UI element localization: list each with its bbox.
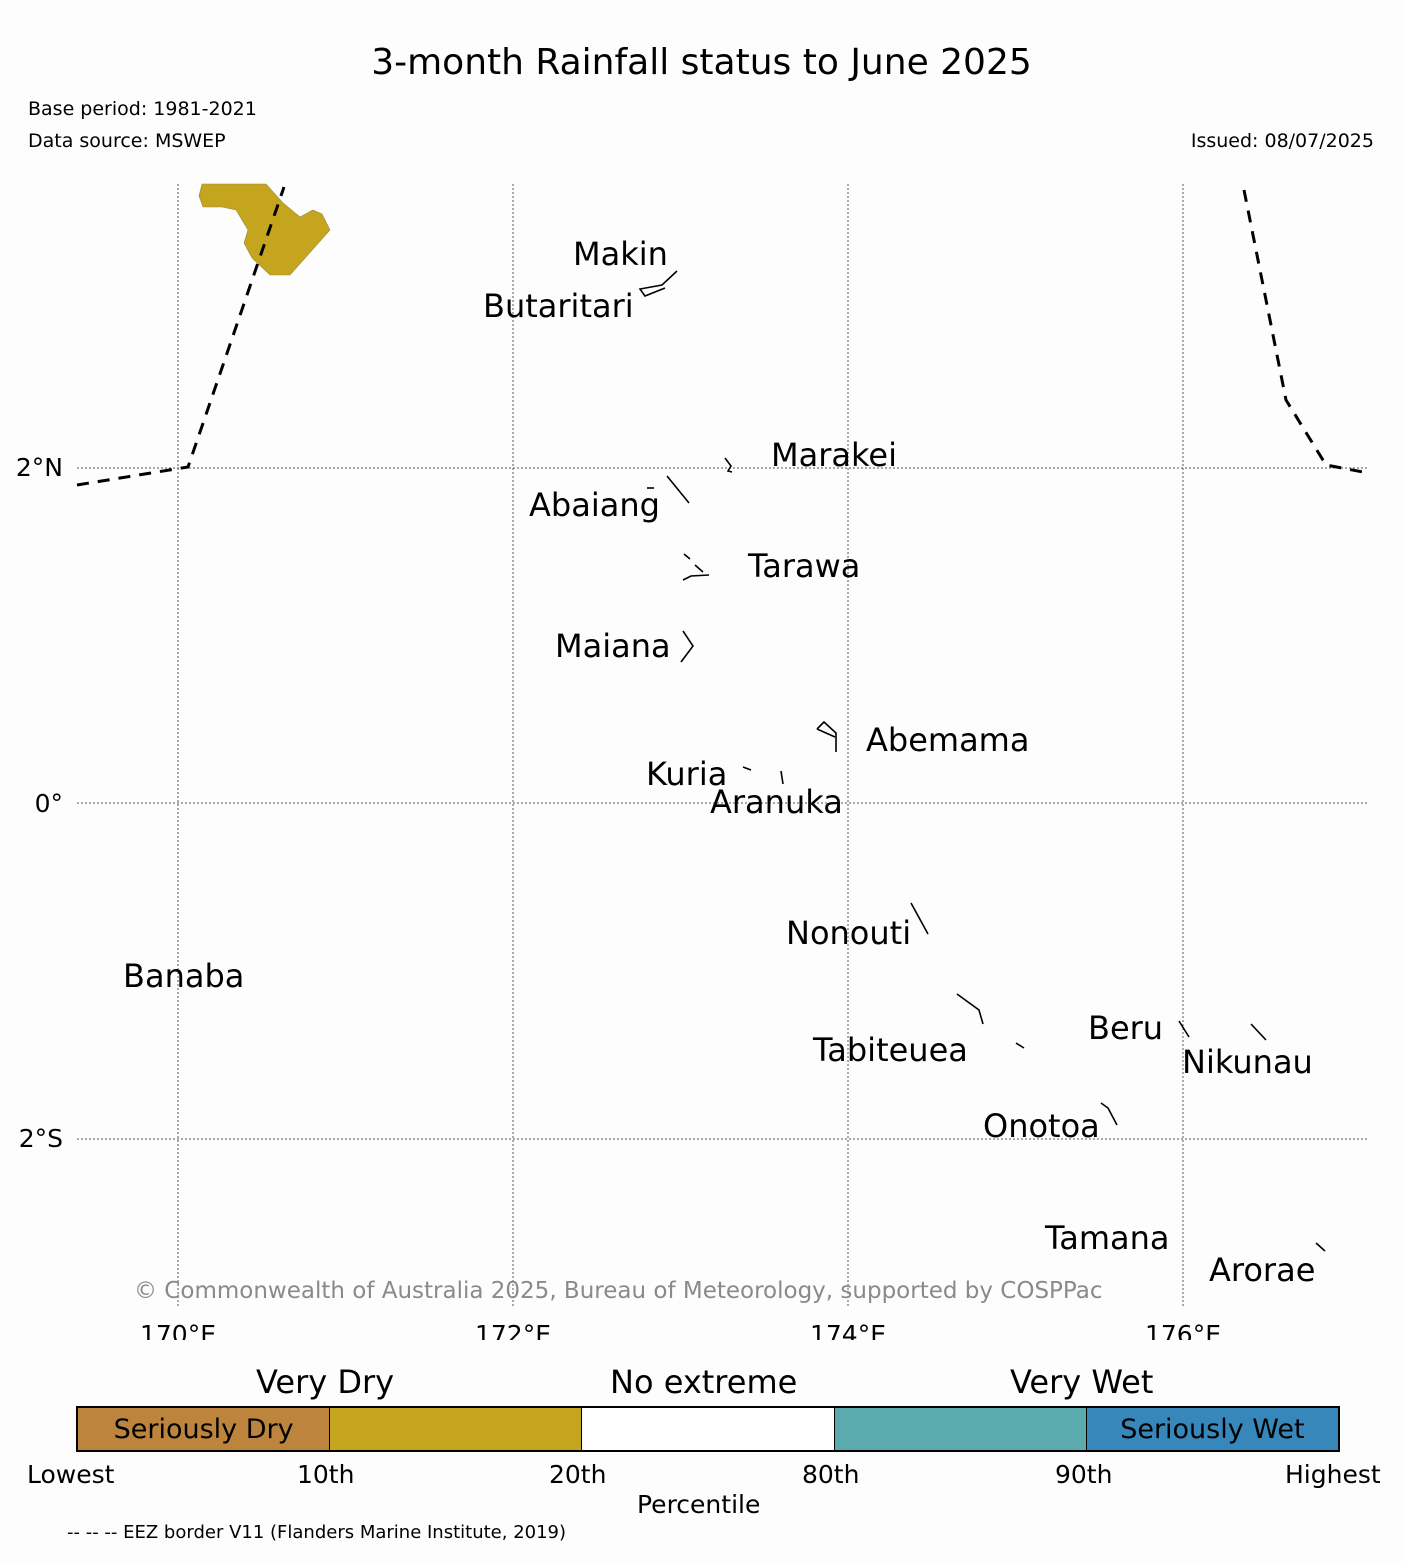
data-source-text: Data source: MSWEP	[28, 130, 226, 152]
place-label-tabiteuea: Tabiteuea	[812, 1031, 968, 1069]
map-title: 3-month Rainfall status to June 2025	[371, 42, 1032, 83]
island-onotoa	[1100, 1102, 1118, 1126]
place-label-abaiang: Abaiang	[529, 486, 660, 524]
legend-category-very-dry: Very Dry	[256, 1363, 395, 1401]
legend-segment-very-dry	[330, 1408, 583, 1450]
legend-tick-lowest: Lowest	[27, 1460, 115, 1489]
island-aranuka	[780, 770, 784, 785]
place-label-nonouti: Nonouti	[786, 914, 911, 952]
legend-tick-highest: Highest	[1285, 1460, 1381, 1489]
island-tarawa	[682, 553, 710, 581]
place-label-arorae: Arorae	[1209, 1251, 1315, 1289]
island-outlines	[638, 270, 1326, 1252]
legend-category-very-wet: Very Wet	[1010, 1363, 1154, 1401]
very-dry-rainfall-area	[198, 183, 331, 276]
island-arorae	[1315, 1242, 1326, 1252]
lat-label-2s: 2°S	[19, 1124, 63, 1153]
island-marakei	[724, 457, 733, 473]
island-nonouti	[910, 902, 929, 935]
place-label-beru: Beru	[1088, 1009, 1163, 1047]
place-label-marakei: Marakei	[771, 436, 897, 474]
legend-segment-no-extreme	[582, 1408, 835, 1450]
place-label-banaba: Banaba	[123, 957, 244, 995]
legend-category-no-extreme: No extreme	[610, 1363, 798, 1401]
lon-label-176e: 176°E	[1145, 1320, 1221, 1340]
rainfall-map: 2°N 0° 2°S 170°E 172°E 174°E 176°E Makin…	[16, 183, 1369, 1340]
copyright-notice: © Commonwealth of Australia 2025, Bureau…	[134, 1278, 1103, 1304]
island-abaiang	[666, 475, 690, 504]
eez-border-east	[1242, 189, 1369, 475]
island-beru	[1178, 1020, 1190, 1038]
island-nikunau	[1250, 1023, 1267, 1041]
base-period-text: Base period: 1981-2021	[28, 98, 257, 120]
lat-label-0: 0°	[35, 789, 63, 818]
eez-footnote: -- -- -- EEZ border V11 (Flanders Marine…	[67, 1522, 567, 1543]
eez-border	[76, 186, 1369, 487]
island-kuria	[742, 766, 752, 771]
place-label-tamana: Tamana	[1044, 1219, 1170, 1257]
place-label-makin: Makin	[573, 235, 668, 273]
lon-label-172e: 172°E	[475, 1320, 551, 1340]
lat-label-2n: 2°N	[16, 453, 63, 482]
legend-segment-seriously-wet: Seriously Wet	[1086, 1408, 1339, 1450]
legend-segment-seriously-dry: Seriously Dry	[78, 1408, 331, 1450]
island-makin-butaritari	[638, 270, 678, 297]
place-label-abemama: Abemama	[866, 721, 1029, 759]
island-abemama	[816, 720, 837, 752]
lon-label-170e: 170°E	[140, 1320, 216, 1340]
place-label-butaritari: Butaritari	[483, 287, 634, 325]
legend-tick-80th: 80th	[802, 1460, 860, 1489]
lon-label-174e: 174°E	[810, 1320, 886, 1340]
place-label-nikunau: Nikunau	[1182, 1043, 1313, 1081]
place-label-aranuka: Aranuka	[710, 783, 843, 821]
island-tabiteuea	[956, 993, 1025, 1049]
eez-border-west	[76, 186, 286, 487]
legend-tick-90th: 90th	[1055, 1460, 1113, 1489]
place-label-tarawa: Tarawa	[747, 547, 860, 585]
percentile-colour-bar: Seriously Dry Seriously Wet	[76, 1406, 1340, 1452]
place-label-kuria: Kuria	[646, 755, 727, 793]
island-maiana	[680, 630, 694, 663]
graticule	[77, 184, 1368, 1307]
legend-tick-10th: 10th	[297, 1460, 355, 1489]
place-label-onotoa: Onotoa	[983, 1107, 1100, 1145]
legend-segment-very-wet	[834, 1408, 1087, 1450]
legend-axis-label: Percentile	[637, 1490, 761, 1519]
legend-tick-20th: 20th	[549, 1460, 607, 1489]
place-label-maiana: Maiana	[555, 627, 671, 665]
issued-date-text: Issued: 08/07/2025	[1190, 130, 1374, 152]
